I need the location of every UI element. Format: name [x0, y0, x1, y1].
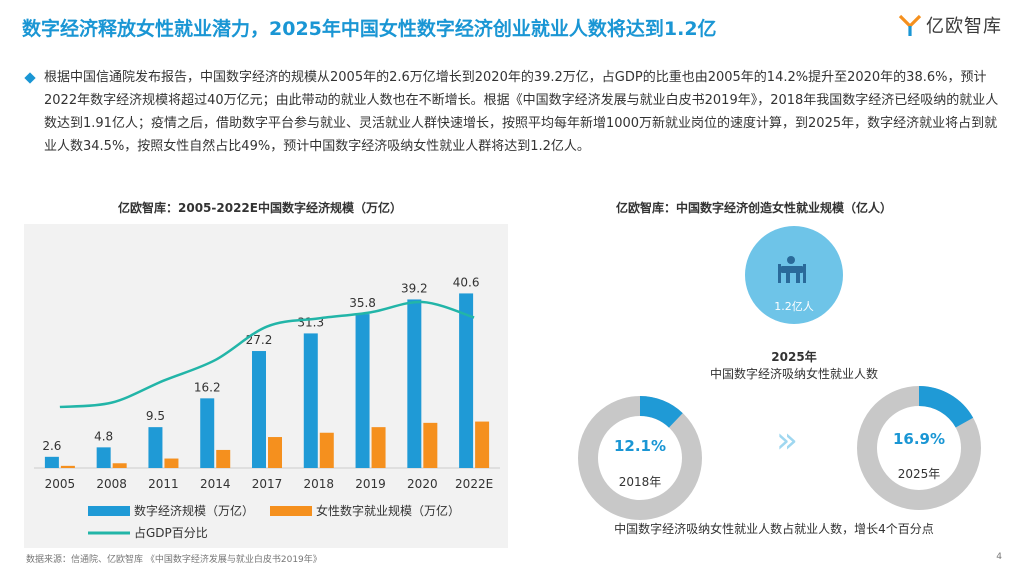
- donut-value-arc: [639, 396, 683, 428]
- bar-data-label: 9.5: [146, 409, 165, 423]
- source-note: 数据来源：信通院、亿欧智库 《中国数字经济发展与就业白皮书2019年》: [26, 555, 322, 565]
- logo-icon: [898, 14, 922, 36]
- x-tick-label: 2019: [355, 477, 386, 491]
- donut-2018-value: 12.1%: [614, 437, 666, 455]
- bar-digital-economy: [459, 293, 474, 468]
- bar-female-employment: [268, 437, 282, 468]
- bar-data-label: 4.8: [94, 429, 113, 443]
- x-tick-label: 2008: [96, 477, 127, 491]
- double-chevron-right-icon: »: [776, 420, 798, 461]
- donut-2025: [857, 386, 981, 510]
- bar-female-employment: [112, 463, 127, 468]
- bar-digital-economy: [355, 314, 370, 468]
- donut-2018: [578, 396, 702, 520]
- bar-digital-economy: [96, 447, 111, 468]
- bar-female-employment: [60, 465, 75, 468]
- summary-text: 根据中国信通院发布报告，中国数字经济的规模从2005年的2.6万亿增长到2020…: [44, 70, 999, 154]
- legend-label-female-employment: 女性数字就业规模（万亿）: [316, 503, 460, 518]
- worker-at-desk-icon: [778, 256, 806, 283]
- page-title: 数字经济释放女性就业潜力，2025年中国女性数字经济创业就业人数将达到1.2亿: [22, 18, 717, 40]
- circle-caption: 中国数字经济吸纳女性就业人数: [710, 366, 878, 381]
- circle-value: 1.2亿人: [774, 300, 814, 313]
- donut-2018-year: 2018年: [619, 475, 662, 489]
- legend-label-gdp-share: 占GDP百分比: [134, 525, 208, 540]
- left-chart-title: 亿欧智库：2005-2022E中国数字经济规模（万亿）: [118, 201, 402, 215]
- bar-female-employment: [371, 427, 386, 468]
- bar-digital-economy: [252, 351, 266, 468]
- right-chart-title: 亿欧智库：中国数字经济创造女性就业规模（亿人）: [616, 201, 893, 215]
- x-tick-label: 2020: [407, 477, 438, 491]
- page-number: 4: [996, 552, 1002, 562]
- donut-remainder-ring: [578, 396, 702, 520]
- x-tick-label: 2017: [252, 477, 283, 491]
- summary-bullet: 根据中国信通院发布报告，中国数字经济的规模从2005年的2.6万亿增长到2020…: [24, 66, 1001, 158]
- logo: 亿欧智库: [898, 12, 1002, 38]
- donut-2025-year: 2025年: [898, 467, 941, 481]
- legend-label-digital-economy: 数字经济规模（万亿）: [134, 503, 254, 518]
- bar-digital-economy: [200, 398, 215, 468]
- x-tick-label: 2018: [304, 477, 335, 491]
- bar-digital-economy: [44, 456, 59, 468]
- bar-digital-economy: [303, 333, 318, 468]
- chart-legend: 数字经济规模（万亿） 女性数字就业规模（万亿） 占GDP百分比: [88, 503, 460, 540]
- bar-data-label: 16.2: [194, 380, 221, 394]
- gdp-share-line: [59, 300, 475, 409]
- bar-female-employment: [216, 449, 231, 468]
- digital-economy-bar-chart: 2.620054.820089.5201116.2201427.2201731.…: [34, 275, 500, 540]
- bar-data-label: 40.6: [453, 275, 480, 289]
- x-tick-label: 2005: [45, 477, 76, 491]
- female-employment-panel: 1.2亿人 2025年 中国数字经济吸纳女性就业人数 12.1% 2018年 »…: [578, 226, 981, 536]
- bar-female-employment: [319, 432, 334, 468]
- x-tick-label: 2022E: [455, 477, 493, 491]
- left-chart-panel: 2.6 2005 4.8 2008 9.5 2011 16.2 2014 27.2 2017 31.…: [24, 224, 508, 548]
- donut-2025-value: 16.9%: [893, 430, 945, 448]
- employment-circle: [745, 226, 843, 324]
- donut-value-arc: [918, 386, 974, 428]
- bottom-caption: 中国数字经济吸纳女性就业人数占就业人数，增长4个百分点: [614, 521, 934, 536]
- bar-data-label: 2.6: [42, 439, 61, 453]
- bar-digital-economy: [148, 427, 163, 468]
- bar-digital-economy: [407, 299, 422, 468]
- x-tick-label: 2014: [200, 477, 231, 491]
- x-tick-label: 2011: [148, 477, 179, 491]
- bar-female-employment: [423, 422, 438, 468]
- bar-data-label: 35.8: [349, 296, 376, 310]
- year-label: 2025年: [771, 349, 816, 364]
- bar-data-label: 39.2: [401, 281, 428, 295]
- bar-data-label: 27.2: [246, 333, 273, 347]
- logo-text: 亿欧智库: [926, 16, 1002, 37]
- legend-swatch-digital-economy: [88, 506, 130, 516]
- legend-swatch-female-employment: [270, 506, 312, 516]
- bar-female-employment: [475, 421, 490, 468]
- bar-female-employment: [164, 458, 179, 468]
